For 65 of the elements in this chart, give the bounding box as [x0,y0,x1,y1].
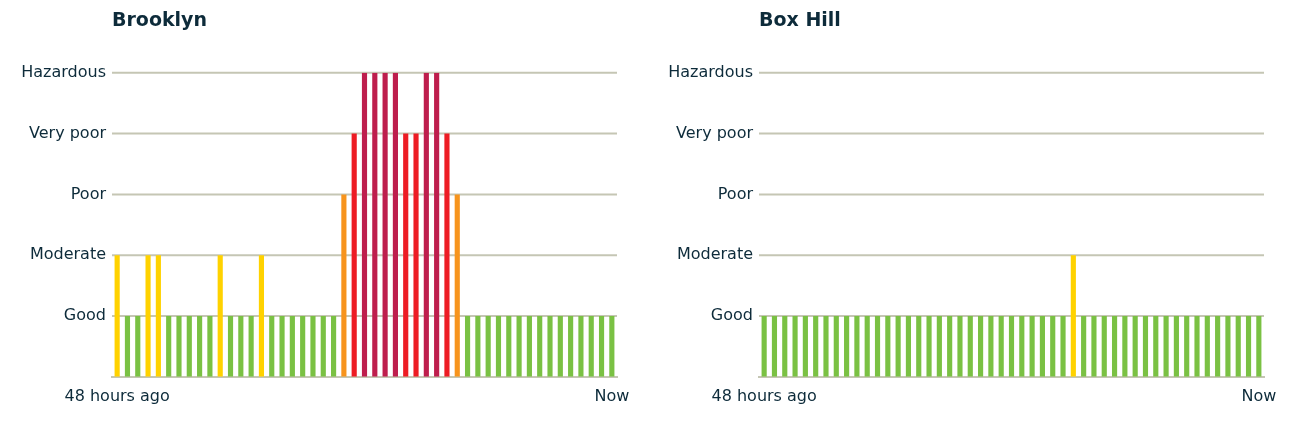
bar [300,316,306,377]
bar [423,72,429,377]
chart-title: Brooklyn [112,8,208,31]
bar [506,316,512,377]
bar [537,316,543,377]
bar [248,316,254,377]
bar [372,72,378,377]
bar [516,316,522,377]
bar [197,316,203,377]
bar [434,72,440,377]
bar [145,255,151,377]
bar [351,133,357,377]
bar [392,72,398,377]
bar [238,316,244,377]
ref-line-label: Moderate [676,244,753,264]
bar [526,316,532,377]
bar [475,316,481,377]
bar [114,255,120,377]
bar [135,316,141,377]
x-tick-label: 48 hours ago [711,385,817,405]
bar [547,316,553,377]
bar [557,316,563,377]
bar [176,316,182,377]
ref-line-label: Good [710,305,753,325]
x-tick-label: Now [1241,385,1277,405]
bar [598,316,605,377]
bar [331,316,337,377]
bar [155,255,161,377]
bar [454,194,460,377]
ref-line-label: Hazardous [668,61,753,81]
bar [444,133,450,377]
bar [609,316,615,377]
ref-line-label: Very poor [676,122,754,142]
ref-line-label: Poor [70,183,107,203]
bar [382,72,388,377]
chart-title: Box Hill [759,8,841,31]
bar [269,316,275,377]
ref-line-label: Hazardous [21,61,106,81]
bar [403,133,409,377]
bar [310,316,316,377]
ref-line-label: Poor [717,183,754,203]
bar [495,316,502,377]
bar [578,316,584,377]
ref-line-label: Moderate [29,244,106,264]
bar [217,255,223,377]
ref-line-label: Good [63,305,106,325]
bar [227,316,234,377]
bar [124,316,131,377]
bar [258,255,265,377]
bar [207,316,213,377]
bar [361,72,368,377]
bar [464,316,471,377]
bar [320,316,326,377]
bar [166,316,172,377]
bar [413,133,419,377]
bar [341,194,347,377]
x-tick-label: 48 hours ago [64,385,170,405]
bar [568,316,574,377]
bar [279,316,285,377]
bar [588,316,594,377]
bar [186,316,192,377]
x-tick-label: Now [594,385,630,405]
ref-line-label: Very poor [29,122,107,142]
bar [289,316,295,377]
bar [485,316,491,377]
